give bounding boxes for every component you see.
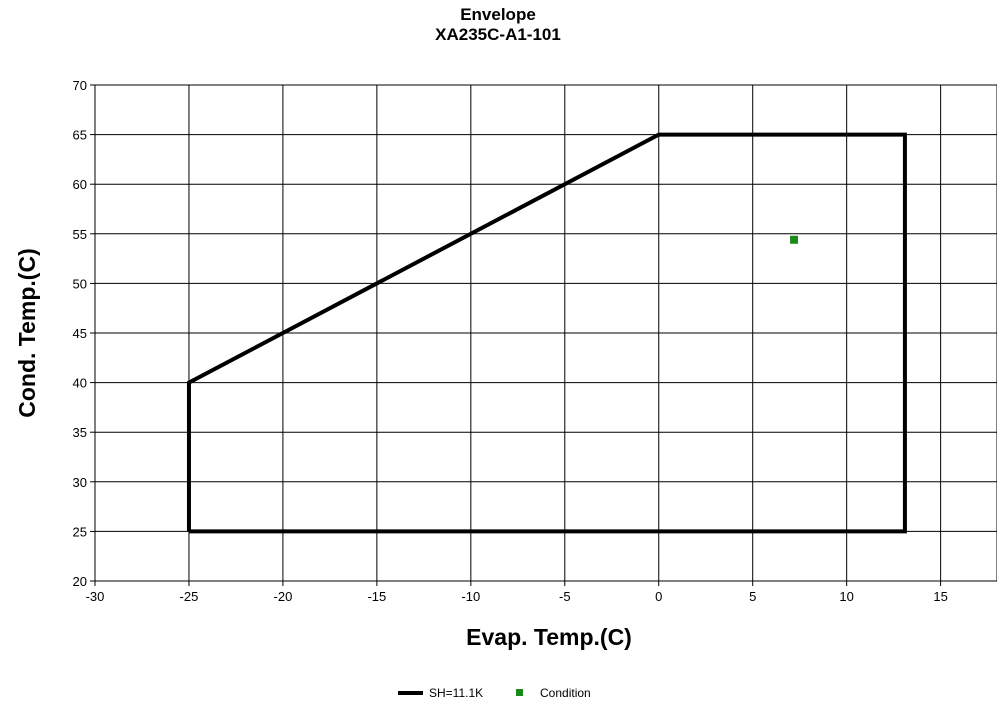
x-tick-label: 0 <box>655 589 662 604</box>
legend-label-condition: Condition <box>540 686 591 700</box>
legend: SH=11.1K Condition <box>398 686 591 700</box>
chart-subtitle: XA235C-A1-101 <box>435 25 561 44</box>
x-tick-label: 15 <box>933 589 947 604</box>
x-axis-label: Evap. Temp.(C) <box>466 624 632 650</box>
y-axis-label: Cond. Temp.(C) <box>14 248 40 418</box>
x-tick-label: -10 <box>461 589 480 604</box>
envelope-line <box>186 132 907 534</box>
y-tick-label: 25 <box>73 524 87 539</box>
x-tick-label: -5 <box>559 589 571 604</box>
plot-frame <box>94 84 997 582</box>
y-axis-ticks: 20 25 30 35 40 45 50 55 60 65 70 <box>73 78 95 589</box>
y-tick-label: 65 <box>73 128 87 143</box>
condition-point <box>790 235 799 244</box>
chart-title: Envelope <box>460 5 536 24</box>
y-tick-label: 70 <box>73 78 87 93</box>
y-tick-label: 30 <box>73 475 87 490</box>
x-tick-label: 10 <box>839 589 853 604</box>
y-tick-label: 55 <box>73 227 87 242</box>
x-tick-label: 5 <box>749 589 756 604</box>
x-tick-label: -15 <box>367 589 386 604</box>
x-axis-ticks: -30 -25 -20 -15 -10 -5 0 5 10 15 <box>86 581 948 604</box>
y-tick-label: 40 <box>73 376 87 391</box>
grid-lines <box>94 84 997 582</box>
x-tick-label: -25 <box>180 589 199 604</box>
series-layer <box>186 132 907 534</box>
legend-label-envelope: SH=11.1K <box>429 686 483 700</box>
y-tick-label: 45 <box>73 326 87 341</box>
x-tick-label: -20 <box>274 589 293 604</box>
y-tick-label: 50 <box>73 276 87 291</box>
x-tick-label: -30 <box>86 589 105 604</box>
y-tick-label: 20 <box>73 574 87 589</box>
legend-marker-swatch <box>516 689 523 696</box>
y-tick-label: 60 <box>73 177 87 192</box>
y-tick-label: 35 <box>73 425 87 440</box>
